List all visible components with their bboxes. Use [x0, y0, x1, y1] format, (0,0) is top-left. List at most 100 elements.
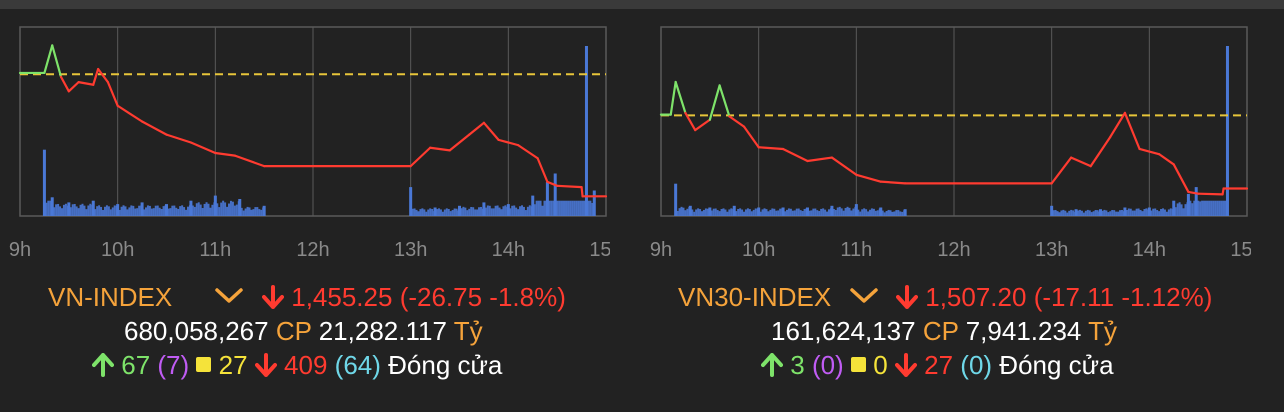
volume-bar [562, 200, 565, 216]
index-headline: VN-INDEX [48, 282, 172, 312]
chevron-down-icon[interactable] [214, 286, 244, 306]
volume-bar [748, 209, 751, 216]
volume-bar [226, 206, 229, 216]
volume-bar [60, 208, 63, 216]
top-bar [0, 0, 1284, 9]
volume-bar [838, 206, 841, 216]
volume-bar [716, 210, 719, 216]
volume-bar [1208, 200, 1211, 216]
price-segment [580, 186, 584, 198]
volume-bar [260, 209, 263, 216]
price-segment [1157, 153, 1175, 166]
volume-bar [682, 207, 685, 216]
volume-bar [1158, 211, 1161, 216]
volume-bar [140, 205, 143, 216]
volume-bar [688, 206, 691, 216]
volume-bar [1180, 204, 1183, 216]
x-tick-label: 13h [394, 239, 427, 261]
volume-bar [693, 211, 696, 216]
volume-bar [191, 205, 194, 216]
volume-bar [175, 207, 178, 216]
x-tick-label: 14h [492, 239, 525, 261]
volume-bar [246, 206, 249, 216]
volume-bar [573, 200, 576, 216]
volume-bar [1224, 200, 1227, 216]
volume-bar [1203, 200, 1206, 216]
price-segment [806, 156, 834, 163]
vn-index-chart: 9h 10h 11h 12h 13h 14h 15h [9, 26, 610, 261]
volume-bar [77, 208, 80, 216]
market-status: Đóng cửa [999, 350, 1114, 380]
volume-bar [741, 209, 744, 216]
volume-bar [701, 211, 704, 216]
volume-bar [779, 208, 782, 216]
volume-bar [481, 208, 484, 216]
price-segment [214, 151, 236, 157]
volume-bar [470, 206, 473, 216]
decliners-count: 409 [284, 350, 328, 380]
volume-bar [1094, 209, 1097, 216]
turnover-unit: Tỷ [1088, 316, 1118, 346]
volume-bar [1096, 210, 1099, 216]
price-segment [189, 141, 217, 155]
chevron-down-icon[interactable] [849, 286, 879, 306]
volume-bar [771, 208, 774, 216]
volume-bar [256, 207, 259, 216]
price-segment [718, 84, 731, 118]
volume-bar [577, 200, 580, 216]
volume-bar [73, 203, 76, 216]
volume-bar [765, 209, 768, 216]
volume-bar [575, 200, 578, 216]
volume-bar [1216, 200, 1219, 216]
volume-bar [1086, 209, 1089, 216]
price-segment [1089, 135, 1112, 168]
volume-bar [517, 209, 520, 216]
volume-bar [752, 209, 755, 216]
volume-bar [704, 208, 707, 216]
volume-bar [563, 200, 566, 216]
price-segment [106, 81, 119, 107]
volume-bar [81, 203, 84, 216]
price-segment [92, 67, 100, 86]
volume-bar [571, 200, 574, 216]
volume-bar [138, 205, 141, 216]
volume-bar [1163, 209, 1166, 216]
volume-bar [115, 205, 118, 216]
volume-bar [69, 207, 72, 216]
volume-bar [1150, 210, 1153, 216]
volume-bar [720, 209, 723, 216]
volume-bar [199, 204, 202, 216]
volume-bar [706, 208, 709, 216]
volume-unit: CP [922, 316, 959, 346]
volume-bar [146, 205, 149, 216]
price-segment [855, 173, 882, 183]
volume-bar [433, 211, 436, 216]
price-segment [830, 156, 858, 176]
volume-bar [417, 211, 420, 216]
volume-bar [53, 207, 56, 216]
volume-bar [674, 183, 678, 216]
price-segment [77, 81, 95, 86]
volume-bar [1165, 211, 1168, 216]
volume-bar [872, 208, 875, 216]
volume-bar [445, 208, 448, 216]
volume-bar [421, 208, 424, 216]
volume-bar [1141, 211, 1144, 216]
volume-bar [468, 208, 471, 216]
volume-bar [767, 211, 770, 216]
volume-bar [754, 208, 757, 216]
volume-bar [1218, 200, 1221, 216]
volume-bar [832, 208, 835, 216]
x-tick-label: 15h [589, 239, 610, 261]
index-change: (-26.75 -1.8%) [399, 282, 566, 312]
volume-bar [730, 208, 733, 216]
volume-bar [64, 203, 67, 216]
vn-index-panel: 9h 10h 11h 12h 13h 14h 15h VN-INDEX 1,455.25 (… [0, 22, 610, 407]
volume-bar [805, 208, 808, 216]
volume-bar [743, 211, 746, 216]
volume-bar [528, 205, 531, 216]
volume-bar [472, 207, 475, 216]
arrow-down-icon [262, 285, 284, 309]
volume-bar [881, 210, 884, 216]
volume-bar [846, 206, 849, 216]
